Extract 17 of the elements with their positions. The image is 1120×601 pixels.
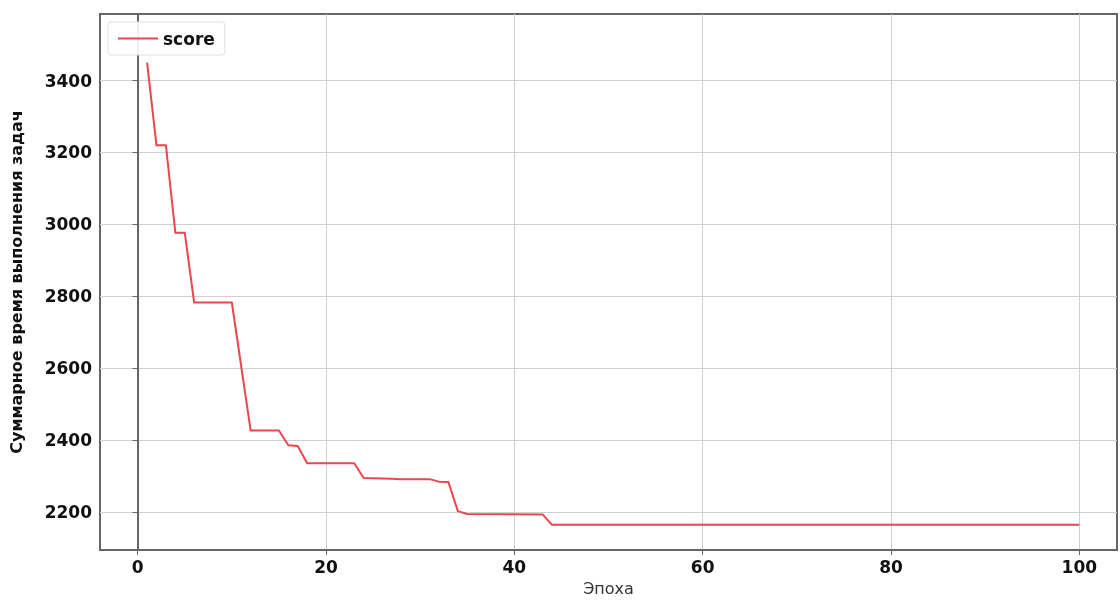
x-tick-label: 60 [690,556,715,577]
y-tick-label: 2600 [44,358,93,379]
y-tick-label: 3400 [44,70,93,91]
x-tick-label: 40 [502,556,527,577]
y-tick-label: 3000 [44,214,93,235]
legend-label: score [163,28,215,49]
x-tick-label: 100 [1061,556,1098,577]
x-tick-label: 20 [314,556,338,577]
line-series [146,61,1081,526]
y-tick-label: 2200 [44,502,93,523]
y-axis-title: Суммарное время выполнения задач [6,110,26,454]
x-tick-label: 80 [879,556,903,577]
x-axis-title: Эпоха [583,578,634,598]
x-tick-label: 0 [131,556,144,577]
y-tick-label: 3200 [44,142,93,163]
y-tick-label: 2400 [44,430,93,451]
y-tick-label: 2800 [44,286,93,307]
